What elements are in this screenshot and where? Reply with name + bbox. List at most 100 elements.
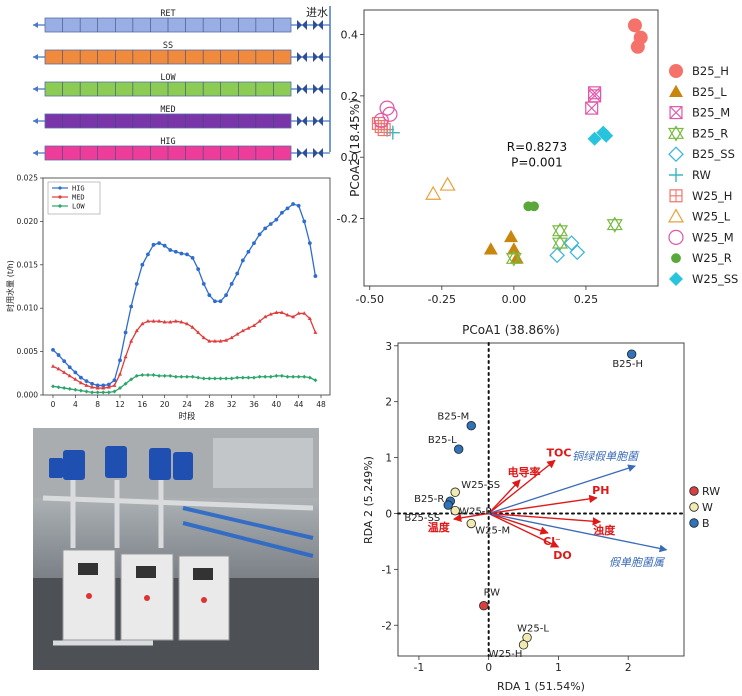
data-point: [201, 281, 206, 286]
data-point: [224, 376, 229, 381]
x-tick-label: 2: [625, 662, 632, 674]
data-point: [106, 382, 111, 387]
data-point: [179, 251, 184, 256]
marker-triangle: [483, 242, 498, 255]
data-point: [296, 311, 301, 315]
outlet-arrow-icon: [33, 86, 38, 92]
y-tick-label: 0.2: [341, 90, 359, 103]
data-point: [140, 262, 145, 267]
data-point: [146, 252, 150, 257]
legend-label: B: [702, 517, 710, 530]
valve-icon: [313, 52, 323, 62]
species-vector-arrow: [488, 464, 636, 515]
x-tick-label: 28: [205, 400, 215, 409]
legend-item-b25_h: B25_H: [669, 64, 729, 78]
rda-points: B25-H B25-M B25-L B25-R B25-SS W25-SS W25-R W25…: [404, 349, 643, 660]
x-tick-label: 0: [485, 662, 492, 674]
legend-label: B25_H: [692, 64, 729, 78]
equipment-photo: [33, 428, 319, 670]
data-point: [129, 338, 134, 343]
data-point: [101, 385, 106, 390]
data-point: [212, 376, 217, 381]
env-vector-arrow: [488, 459, 556, 515]
marker-box-x: [669, 106, 683, 119]
sample-label: B25-SS: [404, 513, 440, 524]
pcoa-series-w25_l: [425, 176, 456, 200]
marker-diamond: [669, 272, 683, 286]
pcoa-annotation: P=0.001: [511, 155, 563, 169]
legend-item-w25_h: W25_H: [669, 189, 732, 203]
data-point: [51, 364, 55, 368]
env-vector-arrow: [488, 494, 598, 515]
marker-triangle-open: [425, 185, 442, 200]
data-point: [90, 384, 95, 389]
data-point: [185, 321, 189, 326]
data-point: [279, 373, 284, 378]
data-point: [151, 373, 156, 378]
y-tick-label: 0.005: [17, 347, 39, 356]
data-point: [246, 325, 251, 330]
pcoa-series-w25_r: [523, 201, 539, 212]
data-point: [162, 319, 167, 324]
marker-tri-up: [667, 125, 685, 139]
pcoa-series-b25_m: [585, 86, 602, 115]
x-tick-label: 12: [115, 400, 125, 409]
sample-point: [443, 500, 453, 510]
data-point: [78, 380, 83, 385]
data-point: [196, 330, 201, 334]
data-point: [67, 386, 72, 391]
data-point: [252, 241, 256, 246]
data-point: [106, 390, 111, 395]
pcoa-series-w25_ss: [587, 125, 614, 146]
data-point: [140, 373, 145, 378]
y-tick-label: 0.015: [17, 260, 39, 269]
data-point: [62, 359, 67, 364]
data-point: [157, 373, 162, 378]
pcoa-legend: B25_H B25_L B25_M B25_R B25_SS RW W25_H W25_L W2…: [667, 64, 738, 286]
data-point: [213, 299, 217, 304]
valve-icon: [297, 84, 307, 94]
legend-label: LOW: [72, 203, 85, 211]
sample-label: W25-R: [459, 507, 492, 518]
pipe-row-low: LOW: [33, 73, 330, 97]
pcoa-series-b25_ss: [549, 235, 586, 264]
marker-diamond: [587, 131, 602, 146]
line-chart-ylabel: 时用水量 (t/h): [5, 260, 15, 312]
legend-item-w25_m: W25_M: [668, 229, 734, 245]
line-chart-xlabel: 时段: [178, 411, 196, 422]
marker-box-plus: [670, 189, 682, 202]
x-tick-label: 4: [73, 400, 78, 409]
legend-label: B25_R: [692, 126, 728, 140]
line-chart-series: [51, 202, 318, 395]
line-chart: 时用水量 (t/h) 时段 0 4 8 12 16 20 24 28 32 36 40 44 480.0…: [5, 174, 331, 422]
x-tick-label: 36: [249, 400, 259, 409]
data-point: [101, 390, 106, 395]
data-point: [252, 323, 256, 327]
data-point: [218, 338, 223, 343]
data-point: [168, 248, 173, 252]
pipe-row-hig: HIG: [33, 137, 330, 161]
legend-label: B25_M: [692, 106, 730, 120]
data-point: [90, 381, 94, 386]
env-vector-label: DO: [553, 549, 571, 562]
x-tick-label: 24: [182, 400, 192, 409]
data-point: [263, 374, 268, 379]
env-vector-label: PH: [592, 484, 609, 497]
pcoa-series-b25_h: [627, 18, 648, 54]
marker-diamond-open: [549, 247, 565, 264]
data-point: [112, 378, 117, 383]
sample-point: [453, 444, 464, 454]
data-point: [51, 347, 55, 352]
sample-label: B25-M: [437, 412, 469, 423]
data-point: [162, 243, 167, 248]
x-tick-label: -1: [414, 662, 424, 674]
y-tick-label: -2: [382, 620, 392, 632]
data-point: [67, 365, 72, 370]
x-tick-label: 0: [51, 400, 56, 409]
data-point: [84, 383, 89, 387]
marker-tri-down: [551, 225, 569, 239]
data-point: [307, 375, 312, 380]
series-hig: [51, 202, 318, 388]
data-point: [56, 366, 61, 371]
sample-point: [466, 518, 476, 529]
